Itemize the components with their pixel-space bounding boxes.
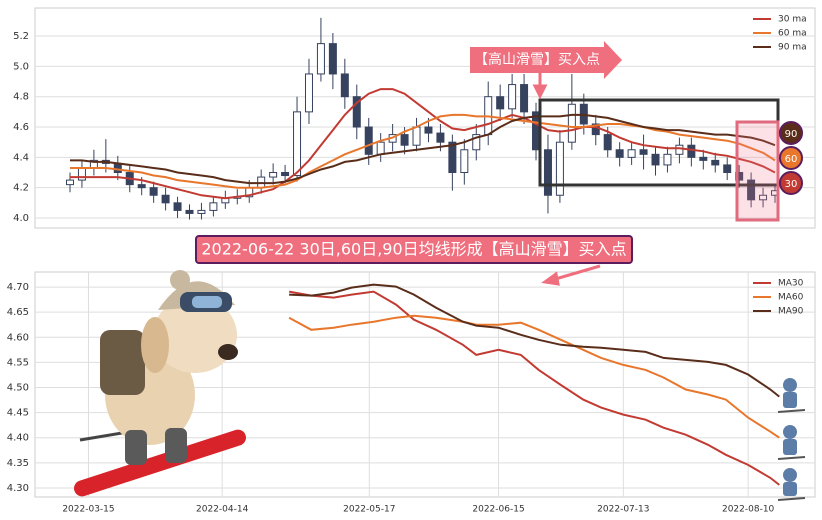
badge (779, 171, 803, 195)
layer: 4.0 4.2 4.4 4.6 4.8 5.0 5.2 30 ma 60 ma 90 ma 4.30… (7, 15, 815, 515)
skier-icons (777, 378, 806, 501)
y-tick-label: 4.40 (7, 433, 29, 444)
candle-body (364, 126, 373, 155)
highlight-box (735, 120, 780, 222)
candle-body (149, 187, 158, 196)
legend-label: 30 ma (778, 15, 807, 25)
y-tick-label: 4.65 (7, 307, 29, 318)
candle-body (352, 96, 361, 128)
candle-body (197, 209, 206, 214)
candle-body (77, 167, 86, 181)
candle-body (675, 144, 684, 155)
x-tick-label: 2022-05-17 (343, 505, 395, 515)
y-tick-label: 4.6 (13, 122, 29, 133)
candle-body (448, 141, 457, 174)
candle-body (400, 134, 409, 146)
candle-body (328, 43, 337, 75)
y-tick-label: 4.0 (13, 213, 29, 224)
x-tick-label: 2022-07-13 (597, 505, 649, 515)
y-tick-label: 4.30 (7, 483, 29, 494)
y-tick-label: 4.70 (7, 282, 29, 293)
y-tick-label: 4.2 (13, 183, 29, 194)
candle-body (603, 134, 612, 151)
candle-body (281, 172, 290, 177)
candle-body (651, 153, 660, 166)
y-tick-label: 5.2 (13, 31, 29, 42)
y-tick-label: 4.4 (13, 152, 29, 163)
candle-body (173, 202, 182, 211)
bottom-frame (34, 271, 816, 498)
x-tick-label: 2022-03-15 (62, 505, 114, 515)
candle-body (185, 209, 194, 214)
y-tick-label: 4.45 (7, 408, 29, 419)
x-tick-label: 2022-04-14 (196, 505, 249, 515)
annotation-arrow (532, 73, 548, 100)
legend-label: MA30 (778, 279, 804, 289)
top-frame (34, 7, 816, 229)
candle-body (723, 164, 732, 174)
candle-body (759, 194, 768, 201)
candle-body (663, 153, 672, 166)
badge (779, 146, 803, 170)
candle-body (304, 73, 313, 113)
candle-body (567, 103, 576, 143)
candle-body (699, 156, 708, 161)
ma-line (70, 113, 776, 189)
candle-body (543, 149, 552, 196)
ma-line (70, 88, 776, 200)
candle-body (711, 159, 720, 166)
banner-text: 2022-06-22 30日,60日,90日均线形成【高山滑雪】买入点 (201, 240, 626, 259)
candle-body (639, 149, 648, 155)
candle-body (460, 149, 469, 174)
candle-body (747, 179, 756, 201)
y-tick-label: 4.35 (7, 458, 29, 469)
candle-body (412, 126, 421, 146)
banner-arrow (541, 264, 601, 286)
candle-body (66, 179, 74, 186)
dog-illustration (74, 270, 246, 497)
candle-body (520, 84, 529, 113)
candle-body (113, 162, 122, 174)
candle-body (316, 43, 325, 75)
legend-label: 90 ma (778, 43, 807, 53)
candle-body (269, 172, 278, 178)
annotation-text: 【高山滑雪】买入点 (474, 51, 600, 68)
candle-body (209, 202, 218, 211)
candle-body (615, 149, 624, 158)
candle-body (508, 84, 517, 110)
ma-line (289, 283, 780, 398)
candle-body (472, 134, 481, 151)
legend-label: MA90 (778, 307, 804, 317)
badge-label: 30 (785, 179, 798, 190)
candle-body (161, 194, 170, 204)
y-tick-label: 4.50 (7, 383, 29, 394)
legend-label: 60 ma (778, 29, 807, 39)
candle-body (340, 73, 349, 98)
badge (779, 121, 803, 145)
annotation-box (470, 41, 622, 79)
candle-body (293, 111, 302, 177)
candle-body (436, 132, 445, 143)
banner-box (195, 235, 633, 264)
x-tick-label: 2022-06-15 (472, 505, 524, 515)
y-tick-label: 4.55 (7, 357, 29, 368)
x-tick-label: 2022-08-10 (722, 505, 775, 515)
badge-label: 60 (785, 154, 798, 165)
ma-line (288, 314, 780, 439)
y-tick-label: 4.8 (13, 92, 29, 103)
candle-body (376, 141, 385, 155)
legend-label: MA60 (778, 293, 804, 303)
ma-line (70, 113, 776, 185)
ma-line (288, 290, 780, 486)
candle-body (496, 96, 505, 110)
candle-body (555, 141, 564, 196)
candle-body (687, 144, 696, 158)
y-tick-label: 4.60 (7, 332, 29, 343)
candle-body (627, 149, 636, 158)
y-tick-label: 5.0 (13, 61, 29, 72)
candle-body (424, 126, 433, 134)
badge-label: 90 (785, 129, 798, 140)
candle-body (137, 184, 146, 189)
